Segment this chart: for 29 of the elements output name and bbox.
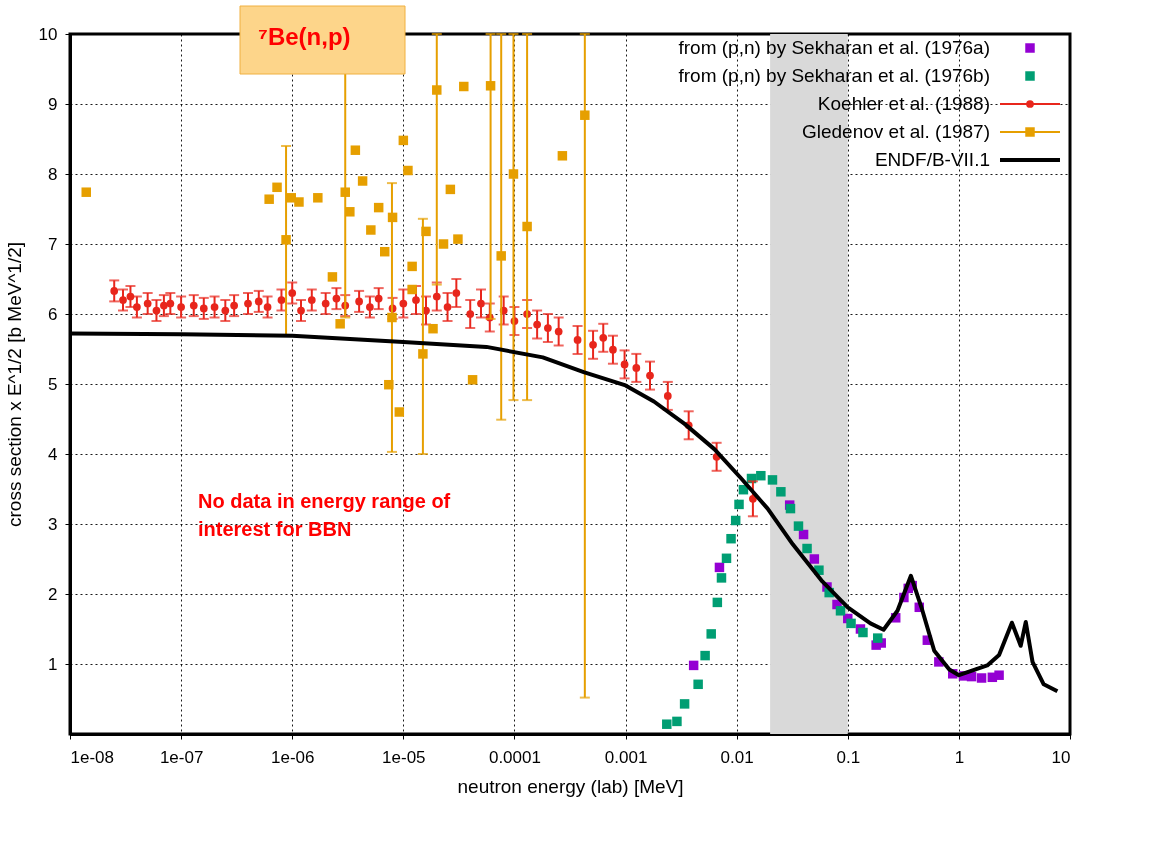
- x-tick-label: 0.1: [836, 747, 861, 767]
- y-tick-label: 5: [48, 374, 58, 394]
- y-tick-label: 8: [48, 164, 58, 184]
- chart-title: ⁷Be(n,p): [258, 23, 351, 50]
- y-tick-label: 4: [48, 444, 58, 464]
- x-tick-label: 1: [954, 747, 965, 767]
- y-tick-label: 2: [48, 584, 58, 604]
- y-axis-title: cross section x E^1/2 [b MeV^1/2]: [3, 241, 25, 528]
- legend-label: ENDF/B-VII.1: [874, 149, 990, 170]
- annotation: No data in energy range of interest for BBN: [198, 490, 451, 540]
- x-tick-label: 10: [1051, 747, 1071, 767]
- y-tick-label: 6: [48, 304, 58, 324]
- legend-label: Gledenov et al. (1987): [801, 121, 990, 142]
- y-tick-label: 7: [48, 234, 58, 254]
- y-tick-label: 3: [48, 514, 58, 534]
- x-axis-title: neutron energy (lab) [MeV]: [457, 775, 684, 797]
- x-tick-label: 0.0001: [488, 747, 541, 767]
- legend-label: from (p,n) by Sekharan et al. (1976b): [678, 65, 990, 86]
- x-tick-label: 0.001: [604, 747, 648, 767]
- y-tick-label: 9: [48, 94, 58, 114]
- x-tick-label: 0.01: [720, 747, 754, 767]
- x-tick-label: 1e-06: [270, 747, 315, 767]
- y-tick-label: 10: [38, 24, 58, 44]
- y-tick-label: 1: [48, 654, 58, 674]
- legend-label: Koehler et al. (1988): [817, 93, 990, 114]
- legend-label: from (p,n) by Sekharan et al. (1976a): [678, 37, 990, 58]
- x-tick-label: 1e-05: [382, 747, 426, 767]
- x-tick-label: 1e-07: [159, 747, 204, 767]
- x-tick-label: 1e-08: [70, 747, 114, 767]
